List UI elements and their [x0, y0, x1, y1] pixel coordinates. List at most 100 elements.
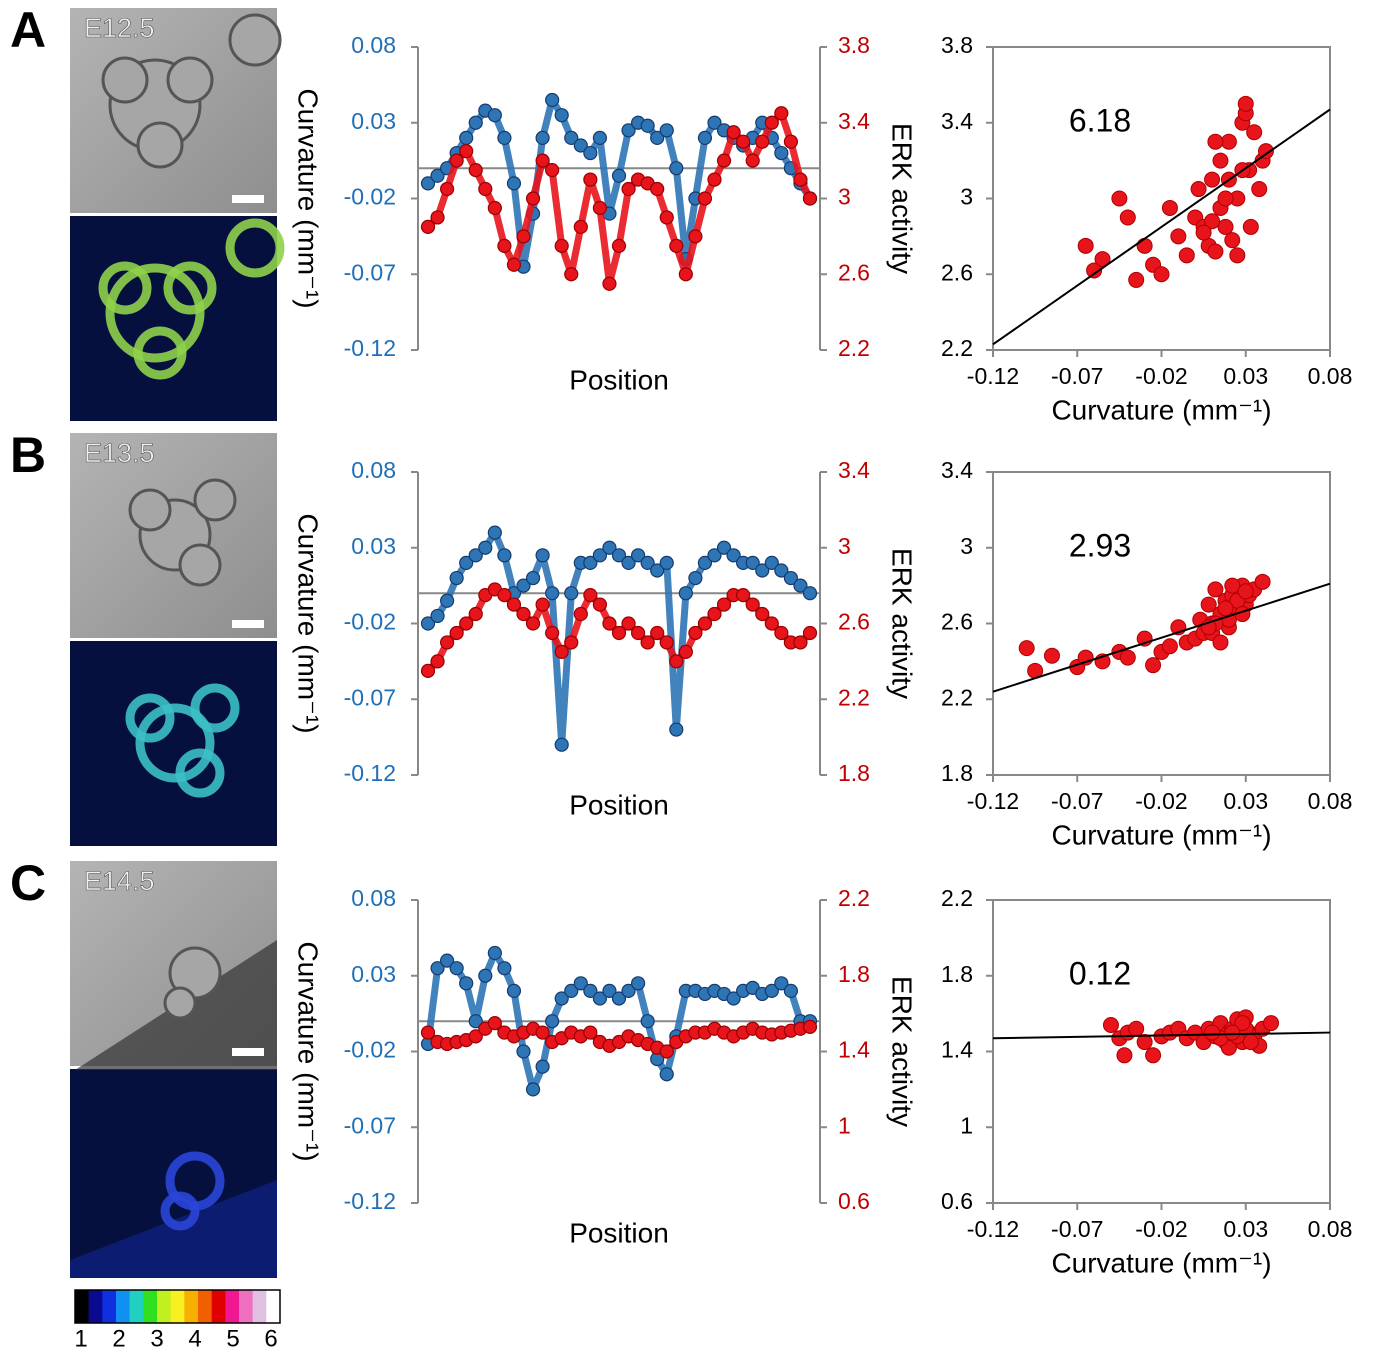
x-tick-label: -0.07 [1051, 788, 1103, 814]
series-point [774, 145, 789, 161]
series-point [583, 983, 598, 999]
scatter-point [1234, 1015, 1251, 1032]
organoid-signal [133, 326, 187, 380]
scatter-point [1204, 171, 1221, 188]
y-tick-label: -0.07 [344, 684, 396, 710]
series-point [650, 563, 665, 578]
series-point [430, 961, 445, 976]
series-point [707, 172, 722, 187]
scatter-point [1204, 213, 1221, 230]
series-point [449, 625, 464, 641]
series-point [745, 597, 760, 612]
scale-bar [232, 195, 264, 203]
series-point [459, 616, 474, 631]
series-point [430, 210, 445, 225]
series-point [545, 1014, 560, 1029]
series-point [640, 118, 655, 133]
series-point [640, 1014, 655, 1029]
series-point [659, 1044, 674, 1059]
colorbar-segment [75, 1290, 89, 1323]
scatter-point [1237, 95, 1254, 112]
stage-label: E12.5 [84, 13, 155, 43]
x-tick-label: -0.02 [1135, 363, 1187, 389]
slope-annotation: 0.12 [1069, 955, 1131, 991]
series-point [545, 586, 560, 601]
series-point [525, 1082, 541, 1097]
x-axis-label: Position [569, 789, 669, 820]
scatter-point [1204, 1024, 1221, 1041]
series-point [716, 153, 732, 168]
scale-bar [232, 620, 264, 628]
series-point [554, 737, 569, 752]
scatter-point [1217, 218, 1234, 235]
series-point [774, 976, 789, 991]
series-point [630, 625, 646, 641]
series-point [793, 578, 808, 593]
series-point [592, 597, 608, 612]
series-point [583, 1025, 598, 1040]
scatter-point [1170, 228, 1187, 245]
y-tick-label: 0.08 [351, 885, 396, 911]
series-point [420, 176, 436, 191]
series-point [755, 563, 770, 578]
series-point [487, 945, 502, 961]
y-tick-label: -0.07 [344, 259, 396, 285]
series-point [697, 191, 713, 206]
series-point [783, 570, 799, 586]
colorbar-segment [252, 1290, 267, 1323]
colorbar-tick-label: 3 [150, 1325, 163, 1352]
scatter-point [1224, 1024, 1241, 1041]
y-tick-label: -0.02 [344, 1037, 396, 1063]
colorbar-segment [184, 1290, 199, 1323]
y-axis-label: Curvature (mm⁻¹) [293, 513, 324, 733]
series-point [516, 229, 531, 244]
scatter-point [1263, 1015, 1280, 1032]
fluorescence-image [70, 641, 277, 846]
series-point [783, 983, 799, 999]
colorbar-segment [88, 1290, 103, 1323]
organoid-signal [175, 748, 225, 798]
series-point [650, 625, 665, 641]
organoid-signal [125, 693, 175, 743]
series-point [726, 991, 741, 1006]
scatter-point [1077, 237, 1094, 254]
series-point [621, 555, 636, 571]
y-tick-label: 2.2 [941, 335, 973, 361]
series-point [535, 1025, 550, 1040]
scatter-point [1111, 190, 1128, 207]
y2-tick-label: 1 [838, 1112, 851, 1138]
series-point [592, 991, 608, 1006]
y-tick-label: 0.03 [351, 533, 396, 559]
series-point [525, 570, 541, 586]
series-point [535, 130, 550, 145]
y-tick-label: 1.8 [941, 760, 973, 786]
scatter-point [1145, 657, 1162, 674]
x-axis-label: Position [569, 1217, 669, 1248]
series-point [640, 555, 655, 571]
scatter-point [1128, 271, 1145, 288]
scatter-point [1242, 1034, 1259, 1051]
fluorescence-image [70, 216, 277, 421]
scatter-point [1190, 181, 1207, 198]
plot-frame [992, 46, 1331, 351]
organoid [166, 56, 214, 104]
series-point [564, 267, 579, 282]
series-point [573, 138, 588, 153]
y-tick-label: 1.8 [941, 961, 973, 987]
series-point [583, 145, 598, 161]
colorbar-segment [116, 1290, 130, 1323]
y-tick-label: 2.2 [941, 885, 973, 911]
series-point [468, 115, 483, 130]
series-point [669, 161, 684, 176]
y-tick-label: -0.12 [344, 335, 396, 361]
series-point [659, 123, 674, 138]
series-point [506, 257, 522, 272]
x-tick-label: -0.02 [1135, 1216, 1187, 1242]
x-tick-label: 0.03 [1223, 363, 1268, 389]
scatter-point [1178, 247, 1195, 264]
series-point [535, 153, 550, 168]
series-point [497, 130, 512, 145]
series-point [736, 587, 751, 603]
y-tick-label: 1 [960, 1112, 973, 1138]
series-point [516, 1044, 531, 1059]
